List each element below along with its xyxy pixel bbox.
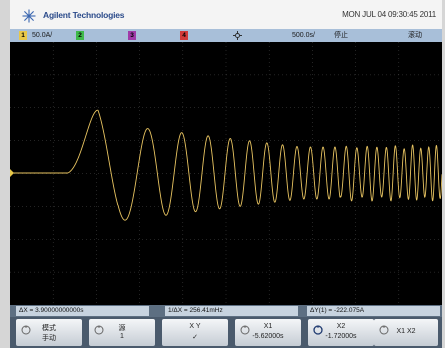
trigger-position-icon xyxy=(233,31,242,40)
cursor-mode-label: 模式 xyxy=(42,325,56,332)
channel-1-waveform xyxy=(10,109,442,221)
inverse-delta-x-readout: 1/ΔX = 256.41mHz xyxy=(165,306,298,316)
xy-cursor-check: ✓ xyxy=(192,334,198,341)
trigger-mode: 滚动 xyxy=(408,32,422,39)
channel-3-indicator[interactable]: 3 xyxy=(128,31,136,40)
x1-cursor-value: -5.62000s xyxy=(252,333,284,340)
delta-x-readout: ΔX = 3.90000000000s xyxy=(16,306,149,316)
x1-cursor-softkey[interactable]: X1 -5.62000s xyxy=(235,319,301,346)
softkey-bar: 模式 手动 源 1 X Y ✓ X1 -5.62000s xyxy=(10,317,442,348)
rotary-knob-icon xyxy=(240,325,250,335)
x2-cursor-value: -1.72000s xyxy=(325,333,357,340)
channel-2-indicator[interactable]: 2 xyxy=(76,31,84,40)
cursor-mode-softkey[interactable]: 模式 手动 xyxy=(16,319,82,346)
rotary-knob-icon xyxy=(379,325,389,335)
cursor-source-label: 源 xyxy=(118,325,126,332)
date-time: MON JUL 04 09:30:45 2011 xyxy=(342,10,436,19)
channel-1-scale[interactable]: 50.0A/ xyxy=(32,32,53,39)
waveform-plot xyxy=(10,42,442,305)
timebase-scale[interactable]: 500.0s/ xyxy=(292,32,315,39)
rotary-knob-active-icon xyxy=(313,325,323,335)
xy-cursor-softkey[interactable]: X Y ✓ xyxy=(162,319,228,346)
channel-1-ground-marker xyxy=(10,169,14,177)
x2-cursor-label: X2 xyxy=(336,323,346,330)
cursor-source-softkey[interactable]: 源 1 xyxy=(89,319,155,346)
x1-x2-link-label: X1 X2 xyxy=(396,328,416,335)
rotary-knob-icon xyxy=(21,325,31,335)
run-state: 停止 xyxy=(334,32,348,39)
cursor-source-value: 1 xyxy=(120,333,124,340)
status-bar: 1 50.0A/ 2 3 4 500.0s/ 停止 滚动 xyxy=(10,29,442,42)
agilent-spark-icon xyxy=(22,9,36,23)
x2-cursor-softkey[interactable]: X2 -1.72000s xyxy=(308,319,374,346)
brand-name: Agilent Technologies xyxy=(43,10,125,20)
title-bar: Agilent Technologies MON JUL 04 09:30:45… xyxy=(10,0,442,29)
xy-cursor-label: X Y xyxy=(189,323,201,330)
delta-y-readout: ΔY(1) = -222.075A xyxy=(307,306,440,316)
x1-cursor-label: X1 xyxy=(263,323,273,330)
rotary-knob-icon xyxy=(94,325,104,335)
oscilloscope-screen: Agilent Technologies MON JUL 04 09:30:45… xyxy=(10,0,442,348)
channel-1-indicator[interactable]: 1 xyxy=(19,31,27,40)
x1-x2-link-softkey[interactable]: X1 X2 xyxy=(374,319,438,346)
cursor-mode-value: 手动 xyxy=(42,335,56,342)
measurement-bar: ΔX = 3.90000000000s 1/ΔX = 256.41mHz ΔY(… xyxy=(10,305,442,317)
channel-4-indicator[interactable]: 4 xyxy=(180,31,188,40)
